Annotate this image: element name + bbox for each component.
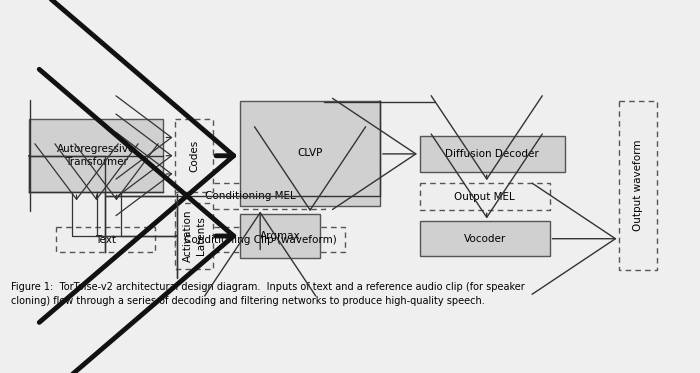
Bar (240, 214, 320, 258)
Text: Output MEL: Output MEL (454, 192, 515, 202)
Bar (420, 136, 565, 172)
Bar (175, 203, 214, 269)
Bar (175, 227, 345, 253)
Text: Conditioning MEL: Conditioning MEL (205, 191, 295, 201)
Text: Conditioning Clip (waveform): Conditioning Clip (waveform) (184, 235, 337, 245)
Bar (55, 227, 155, 253)
Text: Output waveform: Output waveform (634, 140, 643, 231)
Bar (175, 119, 214, 192)
Text: Autoregressive
Transformer: Autoregressive Transformer (57, 144, 135, 167)
Bar (420, 183, 550, 210)
Bar (29, 119, 163, 192)
Bar (175, 183, 325, 209)
Text: Codes: Codes (189, 140, 199, 172)
Bar (620, 101, 657, 270)
Bar (240, 101, 380, 206)
Text: Text: Text (95, 235, 116, 245)
Text: Figure 1:  TorToise-v2 architectural design diagram.  Inputs of text and a refer: Figure 1: TorToise-v2 architectural desi… (10, 282, 524, 305)
Text: Argmax: Argmax (260, 231, 300, 241)
Text: Activation
Latents: Activation Latents (183, 210, 206, 262)
Text: CLVP: CLVP (298, 148, 323, 159)
Text: Vocoder: Vocoder (463, 234, 506, 244)
Text: Diffusion Decoder: Diffusion Decoder (445, 149, 539, 159)
Bar (420, 222, 550, 256)
